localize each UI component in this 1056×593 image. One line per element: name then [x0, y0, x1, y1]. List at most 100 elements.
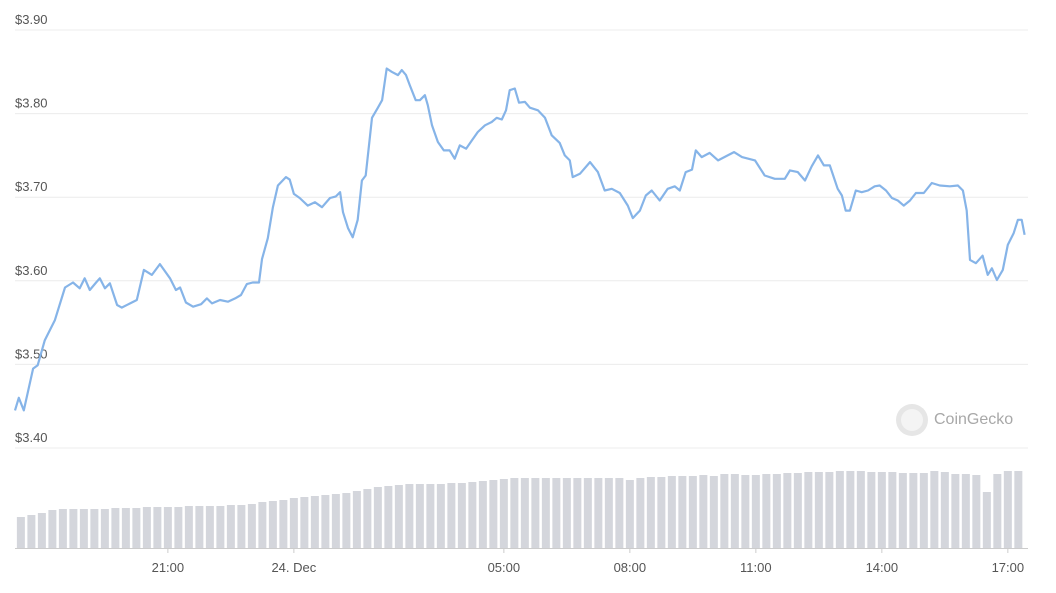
volume-bar	[930, 471, 939, 548]
x-tick-label: 05:00	[488, 560, 521, 575]
volume-bar	[646, 477, 655, 548]
volume-bar	[993, 474, 1002, 548]
volume-bar	[405, 484, 414, 548]
volume-bar	[394, 485, 403, 548]
volume-bar	[216, 506, 225, 548]
volume-bar	[898, 473, 907, 548]
volume-bar	[142, 507, 151, 548]
volume-bar	[363, 489, 372, 548]
y-tick-label: $3.80	[15, 96, 48, 111]
volume-bar	[573, 478, 582, 548]
volume-bar	[751, 475, 760, 548]
y-tick-label: $3.70	[15, 179, 48, 194]
volume-bar	[531, 478, 540, 548]
volume-bar	[237, 505, 246, 548]
volume-bar	[27, 515, 36, 548]
volume-bar	[762, 474, 771, 548]
volume-bar	[37, 513, 46, 548]
volume-bar	[741, 475, 750, 548]
volume-bar	[58, 509, 67, 548]
volume-bar	[636, 478, 645, 548]
volume-bar	[552, 478, 561, 548]
volume-bar	[814, 472, 823, 548]
watermark-text: CoinGecko	[934, 411, 1013, 428]
volume-bar	[846, 471, 855, 548]
volume-bar	[793, 473, 802, 548]
volume-bar	[69, 509, 78, 548]
volume-bar	[919, 473, 928, 548]
volume-bar	[258, 502, 267, 548]
volume-bar	[835, 471, 844, 548]
volume-bar	[583, 478, 592, 548]
volume-bar	[195, 506, 204, 548]
x-tick-label: 14:00	[866, 560, 899, 575]
volume-bar	[153, 507, 162, 548]
volume-bar	[615, 478, 624, 548]
volume-bar	[436, 484, 445, 548]
x-tick-label: 17:00	[992, 560, 1025, 575]
volume-bar	[625, 480, 634, 548]
volume-bar	[1014, 471, 1023, 548]
volume-bar	[520, 478, 529, 548]
volume-bar	[940, 472, 949, 548]
x-tick-label: 11:00	[740, 560, 772, 575]
y-tick-label: $3.60	[15, 263, 48, 278]
volume-bar	[667, 476, 676, 548]
volume-bar	[132, 508, 141, 548]
volume-bar	[1003, 471, 1012, 548]
volume-bar	[184, 506, 193, 548]
volume-bar	[972, 475, 981, 548]
volume-bar	[510, 478, 519, 548]
y-tick-label: $3.90	[15, 12, 48, 27]
volume-bar	[730, 474, 739, 548]
volume-bar	[961, 474, 970, 548]
volume-bar	[79, 509, 88, 548]
volume-bar	[300, 497, 309, 548]
volume-bar	[426, 484, 435, 548]
x-tick-label: 21:00	[152, 560, 185, 575]
volume-bar	[447, 483, 456, 548]
price-line	[13, 67, 1026, 412]
volume-bar	[783, 473, 792, 548]
volume-bar	[688, 476, 697, 548]
volume-bar	[678, 476, 687, 548]
volume-bar	[268, 501, 277, 548]
volume-bar	[384, 486, 393, 548]
volume-bar	[415, 484, 424, 548]
volume-bar	[247, 504, 256, 548]
volume-bar	[457, 483, 466, 548]
volume-bar	[373, 487, 382, 548]
volume-bar	[121, 508, 130, 548]
volume-bar	[100, 509, 109, 548]
volume-bar	[289, 498, 298, 548]
volume-bar	[888, 472, 897, 548]
y-tick-label: $3.40	[15, 430, 48, 445]
volume-bar	[205, 506, 214, 548]
volume-bar	[562, 478, 571, 548]
volume-bar	[226, 505, 235, 548]
volume-bar	[909, 473, 918, 548]
volume-bar	[331, 494, 340, 548]
volume-bar	[604, 478, 613, 548]
volume-bar	[709, 476, 718, 548]
volume-bars	[16, 471, 1023, 548]
volume-bar	[352, 491, 361, 548]
volume-bar	[342, 493, 351, 548]
volume-bar	[310, 496, 319, 548]
x-tick-label: 08:00	[614, 560, 647, 575]
volume-bar	[321, 495, 330, 548]
x-tick-label: 24. Dec	[271, 560, 316, 575]
volume-bar	[594, 478, 603, 548]
volume-bar	[478, 481, 487, 548]
volume-bar	[825, 472, 834, 548]
volume-bar	[541, 478, 550, 548]
volume-bar	[877, 472, 886, 548]
volume-bar	[489, 480, 498, 548]
volume-bar	[499, 479, 508, 548]
volume-bar	[772, 474, 781, 548]
volume-bar	[111, 508, 120, 548]
volume-bar	[804, 472, 813, 548]
volume-bar	[174, 507, 183, 548]
volume-bar	[279, 500, 288, 548]
